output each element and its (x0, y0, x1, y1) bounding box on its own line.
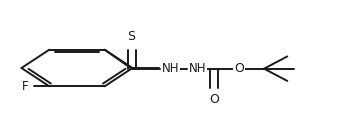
Text: S: S (127, 30, 136, 43)
Text: O: O (234, 62, 244, 75)
Text: O: O (209, 93, 219, 106)
Text: NH: NH (162, 62, 179, 75)
Text: F: F (22, 80, 29, 93)
Text: NH: NH (189, 62, 206, 75)
